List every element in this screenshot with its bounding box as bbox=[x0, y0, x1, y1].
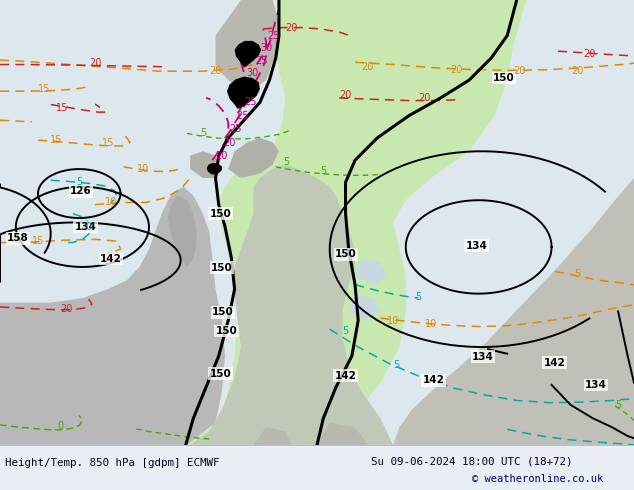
Text: 20: 20 bbox=[571, 66, 583, 76]
Text: 20: 20 bbox=[285, 23, 298, 33]
Text: 5: 5 bbox=[615, 400, 621, 410]
Text: 20: 20 bbox=[361, 62, 374, 72]
Text: 15: 15 bbox=[56, 103, 68, 113]
Text: 20: 20 bbox=[583, 49, 596, 59]
Text: 142: 142 bbox=[100, 254, 122, 264]
Text: 142: 142 bbox=[335, 370, 356, 381]
Text: 25: 25 bbox=[268, 31, 280, 42]
Polygon shape bbox=[190, 151, 222, 178]
Text: 10: 10 bbox=[387, 316, 399, 326]
Text: 142: 142 bbox=[544, 358, 566, 368]
Text: Su 09-06-2024 18:00 UTC (18+72): Su 09-06-2024 18:00 UTC (18+72) bbox=[371, 457, 573, 466]
Text: 20: 20 bbox=[223, 138, 236, 148]
Text: 20: 20 bbox=[89, 58, 101, 68]
Polygon shape bbox=[168, 196, 197, 267]
Text: 30: 30 bbox=[260, 43, 273, 53]
Text: 5: 5 bbox=[574, 269, 580, 279]
Text: 150: 150 bbox=[210, 209, 231, 219]
Text: 5: 5 bbox=[415, 292, 422, 302]
Text: 15: 15 bbox=[38, 84, 51, 94]
Polygon shape bbox=[228, 138, 279, 178]
Text: 142: 142 bbox=[423, 375, 444, 386]
Polygon shape bbox=[187, 0, 526, 445]
Text: 20: 20 bbox=[60, 304, 73, 314]
Text: 5: 5 bbox=[283, 157, 290, 168]
Text: 150: 150 bbox=[211, 263, 233, 273]
Text: 150: 150 bbox=[335, 249, 357, 260]
Text: 126: 126 bbox=[70, 186, 92, 196]
Polygon shape bbox=[317, 423, 368, 445]
Text: 20: 20 bbox=[216, 151, 228, 161]
Text: 150: 150 bbox=[216, 326, 237, 336]
Text: 0: 0 bbox=[86, 222, 92, 232]
Text: 10: 10 bbox=[425, 319, 437, 329]
Text: 134: 134 bbox=[75, 222, 96, 232]
Text: 10: 10 bbox=[136, 164, 149, 174]
Text: 134: 134 bbox=[585, 380, 607, 390]
Text: 0: 0 bbox=[57, 421, 63, 431]
Polygon shape bbox=[216, 0, 279, 89]
Text: 150: 150 bbox=[210, 369, 231, 379]
Text: 15: 15 bbox=[101, 138, 114, 148]
Polygon shape bbox=[393, 178, 634, 445]
Polygon shape bbox=[254, 427, 292, 445]
Text: 25: 25 bbox=[236, 111, 249, 121]
Polygon shape bbox=[190, 165, 393, 445]
Text: 25: 25 bbox=[230, 124, 242, 134]
Text: 134: 134 bbox=[466, 241, 488, 250]
Text: © weatheronline.co.uk: © weatheronline.co.uk bbox=[472, 474, 604, 484]
Text: Height/Temp. 850 hPa [gdpm] ECMWF: Height/Temp. 850 hPa [gdpm] ECMWF bbox=[5, 458, 219, 468]
Polygon shape bbox=[207, 163, 222, 174]
Text: 15: 15 bbox=[32, 236, 44, 246]
Text: 20: 20 bbox=[514, 66, 526, 76]
Text: 5: 5 bbox=[342, 326, 349, 337]
Text: 20: 20 bbox=[339, 90, 352, 100]
Text: 25: 25 bbox=[255, 56, 268, 67]
Text: 158: 158 bbox=[7, 233, 29, 244]
Text: 25: 25 bbox=[244, 98, 257, 107]
Text: 134: 134 bbox=[472, 352, 494, 362]
Text: 5: 5 bbox=[393, 360, 399, 370]
Text: 20: 20 bbox=[450, 65, 463, 75]
Text: 5: 5 bbox=[76, 177, 82, 187]
Text: 150: 150 bbox=[493, 73, 515, 83]
Text: 15: 15 bbox=[49, 135, 62, 145]
Polygon shape bbox=[349, 294, 380, 320]
Text: 10: 10 bbox=[105, 197, 117, 207]
Polygon shape bbox=[0, 187, 225, 445]
Polygon shape bbox=[227, 76, 260, 109]
Polygon shape bbox=[235, 41, 261, 68]
Text: 5: 5 bbox=[320, 166, 327, 176]
Text: 20: 20 bbox=[209, 66, 222, 76]
Text: 20: 20 bbox=[418, 93, 431, 103]
Text: 30: 30 bbox=[246, 68, 259, 78]
Polygon shape bbox=[355, 258, 387, 285]
Text: 150: 150 bbox=[212, 307, 234, 318]
Text: 5: 5 bbox=[200, 128, 206, 139]
